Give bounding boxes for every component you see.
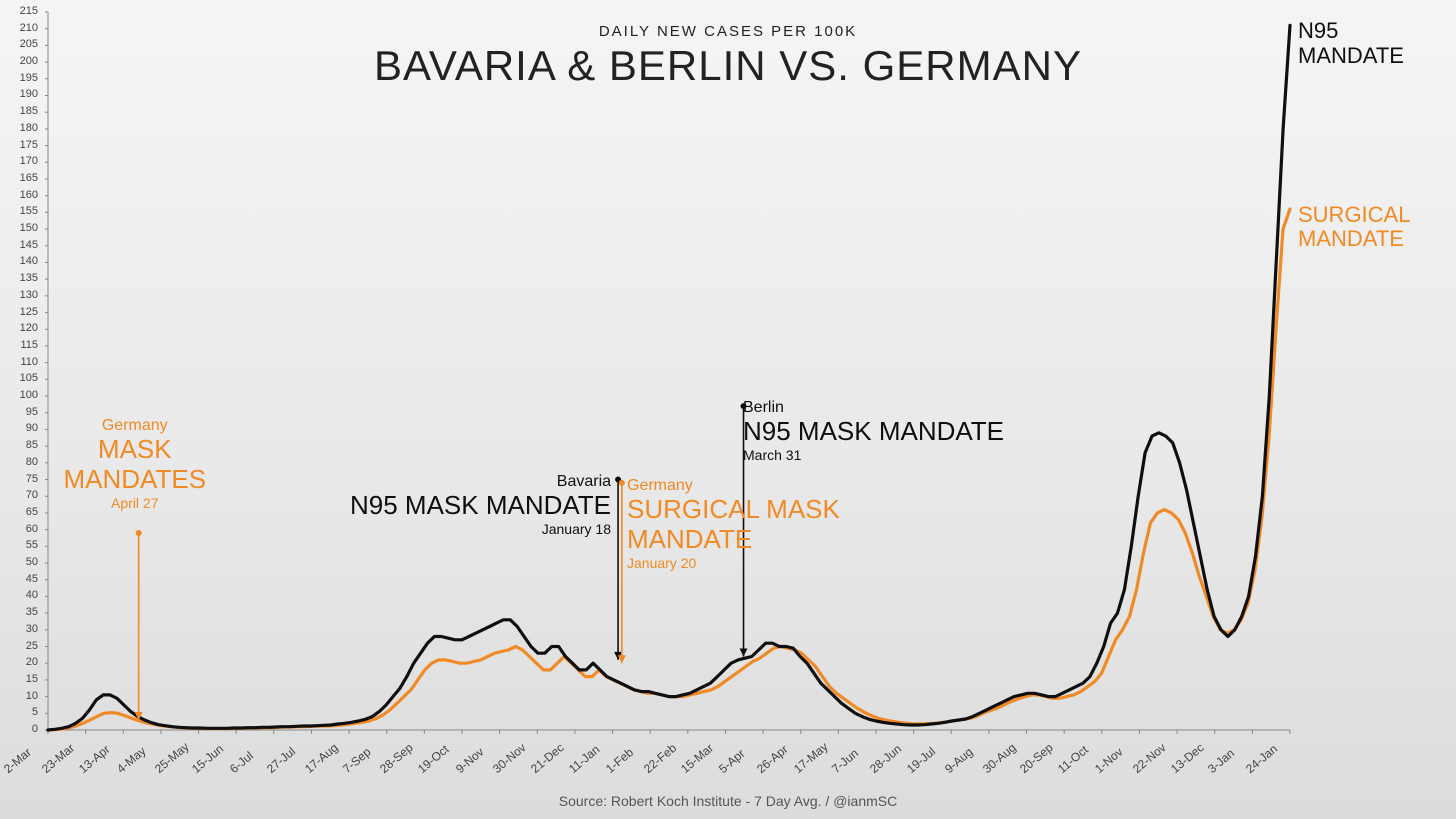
y-tick-label: 110 (20, 356, 38, 368)
annotation-berlin-n95: BerlinN95 MASK MANDATEMarch 31 (743, 399, 1004, 463)
y-tick-label: 180 (20, 122, 38, 134)
y-tick-label: 45 (26, 573, 38, 585)
y-tick-label: 0 (32, 723, 38, 735)
y-tick-label: 60 (26, 523, 38, 535)
y-tick-label: 165 (20, 172, 38, 184)
end-label-surgical: SURGICAL MANDATE (1298, 203, 1410, 251)
annotation-germany-mask: GermanyMASKMANDATESApril 27 (64, 417, 207, 511)
y-tick-label: 190 (20, 88, 38, 100)
y-tick-label: 135 (20, 272, 38, 284)
y-tick-label: 25 (26, 640, 38, 652)
y-tick-label: 75 (26, 473, 38, 485)
y-tick-label: 115 (20, 339, 38, 351)
annotation-bavaria-n95: BavariaN95 MASK MANDATEJanuary 18 (350, 473, 611, 537)
y-tick-label: 125 (20, 306, 38, 318)
annotation-germany-surgical: GermanySURGICAL MASKMANDATEJanuary 20 (627, 477, 840, 571)
y-tick-label: 145 (20, 239, 38, 251)
y-tick-label: 20 (26, 656, 38, 668)
y-tick-label: 210 (20, 22, 38, 34)
y-tick-label: 35 (26, 606, 38, 618)
y-tick-label: 170 (20, 155, 38, 167)
y-tick-label: 150 (20, 222, 38, 234)
y-tick-label: 195 (20, 72, 38, 84)
end-label-n95: N95 MANDATE (1298, 19, 1404, 67)
y-tick-label: 10 (26, 690, 38, 702)
y-tick-label: 205 (20, 38, 38, 50)
y-tick-label: 105 (20, 372, 38, 384)
y-tick-label: 90 (26, 422, 38, 434)
y-tick-label: 70 (26, 489, 38, 501)
chart-source: Source: Robert Koch Institute - 7 Day Av… (559, 793, 897, 809)
y-tick-label: 40 (26, 589, 38, 601)
y-tick-label: 5 (32, 706, 38, 718)
y-tick-label: 215 (20, 5, 38, 17)
y-tick-label: 50 (26, 556, 38, 568)
y-tick-label: 155 (20, 205, 38, 217)
y-tick-label: 65 (26, 506, 38, 518)
y-tick-label: 30 (26, 623, 38, 635)
chart-title: BAVARIA & BERLIN VS. GERMANY (374, 42, 1082, 90)
y-tick-label: 85 (26, 439, 38, 451)
y-tick-label: 120 (20, 322, 38, 334)
y-tick-label: 55 (26, 539, 38, 551)
y-tick-label: 175 (20, 139, 38, 151)
y-tick-label: 80 (26, 456, 38, 468)
cases-chart (0, 0, 1456, 819)
y-tick-label: 130 (20, 289, 38, 301)
y-tick-label: 185 (20, 105, 38, 117)
y-tick-label: 140 (20, 255, 38, 267)
y-tick-label: 160 (20, 189, 38, 201)
y-tick-label: 95 (26, 406, 38, 418)
y-tick-label: 100 (20, 389, 38, 401)
chart-supertitle: DAILY NEW CASES PER 100K (599, 23, 857, 40)
y-tick-label: 200 (20, 55, 38, 67)
y-tick-label: 15 (26, 673, 38, 685)
